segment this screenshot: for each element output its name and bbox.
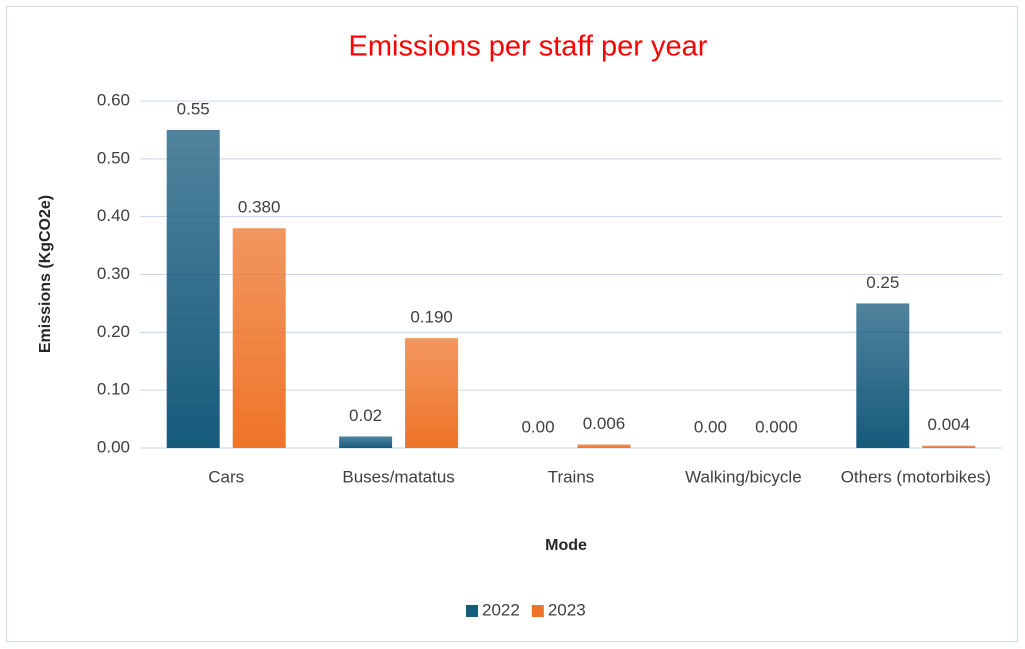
data-label: 0.380 <box>238 198 281 217</box>
data-label: 0.004 <box>928 415 971 434</box>
x-tick-label: Buses/matatus <box>342 467 454 486</box>
data-label: 0.00 <box>694 417 727 436</box>
y-tick-label: 0.30 <box>97 264 130 283</box>
x-tick-label: Walking/bicycle <box>685 467 802 486</box>
x-tick-label: Trains <box>548 467 595 486</box>
bar <box>232 228 286 448</box>
legend-swatch <box>466 605 478 617</box>
x-axis-label: Mode <box>545 537 587 554</box>
y-tick-label: 0.20 <box>97 322 130 341</box>
bar <box>856 303 910 448</box>
x-tick-label: Others (motorbikes) <box>841 467 991 486</box>
bar <box>922 445 976 448</box>
chart-title: Emissions per staff per year <box>349 31 708 63</box>
y-axis-label: Emissions (KgCO2e) <box>37 195 54 353</box>
bar <box>339 436 393 448</box>
y-tick-label: 0.40 <box>97 206 130 225</box>
x-tick-label: Cars <box>208 467 244 486</box>
y-tick-label: 0.50 <box>97 148 130 167</box>
data-label: 0.55 <box>177 99 210 118</box>
data-label: 0.02 <box>349 406 382 425</box>
legend-label: 2023 <box>548 600 586 619</box>
data-label: 0.190 <box>410 308 453 327</box>
y-tick-label: 0.10 <box>97 380 130 399</box>
legend-label: 2022 <box>482 600 520 619</box>
data-label: 0.00 <box>521 417 554 436</box>
y-tick-label: 0.60 <box>97 90 130 109</box>
bar <box>577 444 631 448</box>
data-label: 0.25 <box>866 273 899 292</box>
bar <box>405 338 459 448</box>
y-tick-label: 0.00 <box>97 437 130 456</box>
data-label: 0.000 <box>755 417 798 436</box>
legend-swatch <box>531 605 544 617</box>
data-label: 0.006 <box>583 414 626 433</box>
bar <box>166 129 220 448</box>
